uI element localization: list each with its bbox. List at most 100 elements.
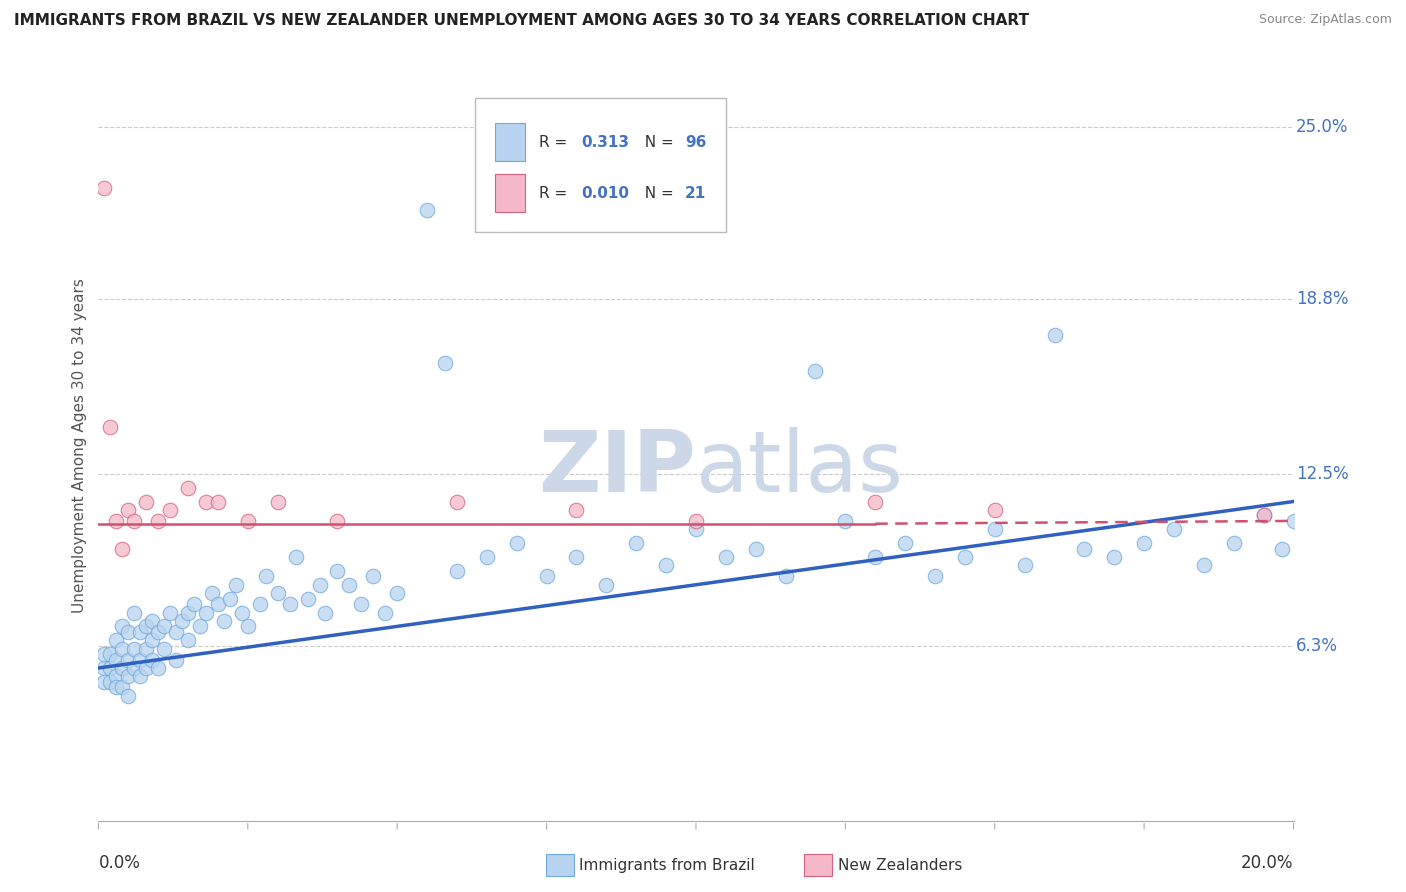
Point bbox=[655, 558, 678, 573]
Bar bbox=[495, 174, 524, 212]
Point bbox=[117, 653, 139, 667]
Text: 0.0%: 0.0% bbox=[98, 854, 141, 872]
Point bbox=[98, 419, 122, 434]
Point bbox=[105, 681, 128, 695]
Point bbox=[153, 641, 176, 656]
Text: 6.3%: 6.3% bbox=[1296, 637, 1339, 655]
Point bbox=[267, 586, 290, 600]
Point bbox=[129, 653, 152, 667]
Point bbox=[278, 597, 301, 611]
Point bbox=[129, 669, 152, 683]
Text: N =: N = bbox=[636, 186, 679, 201]
Text: 0.010: 0.010 bbox=[581, 186, 630, 201]
Text: 18.8%: 18.8% bbox=[1296, 290, 1348, 308]
Text: Source: ZipAtlas.com: Source: ZipAtlas.com bbox=[1258, 13, 1392, 27]
Point bbox=[117, 503, 139, 517]
Point bbox=[111, 661, 134, 675]
Point bbox=[297, 591, 319, 606]
Point bbox=[685, 522, 707, 536]
Point bbox=[177, 481, 200, 495]
Text: N =: N = bbox=[636, 135, 679, 150]
FancyBboxPatch shape bbox=[475, 97, 725, 233]
Point bbox=[219, 591, 242, 606]
Text: Immigrants from Brazil: Immigrants from Brazil bbox=[579, 858, 755, 872]
Text: New Zealanders: New Zealanders bbox=[838, 858, 962, 872]
Point bbox=[1253, 508, 1275, 523]
Point bbox=[105, 633, 128, 648]
Point bbox=[626, 536, 648, 550]
Point bbox=[446, 564, 468, 578]
Point bbox=[953, 549, 976, 564]
Point bbox=[1133, 536, 1156, 550]
Point bbox=[124, 641, 146, 656]
Point bbox=[135, 494, 157, 508]
Text: R =: R = bbox=[540, 135, 572, 150]
Point bbox=[374, 606, 396, 620]
Text: 96: 96 bbox=[685, 135, 707, 150]
Point bbox=[188, 619, 211, 633]
Point bbox=[745, 541, 768, 556]
Point bbox=[714, 549, 737, 564]
Point bbox=[308, 578, 330, 592]
Point bbox=[236, 514, 259, 528]
Point bbox=[446, 494, 468, 508]
Point bbox=[165, 624, 187, 639]
Point bbox=[363, 569, 385, 583]
Point bbox=[111, 681, 134, 695]
Point bbox=[141, 614, 163, 628]
Point bbox=[865, 494, 887, 508]
Point bbox=[254, 569, 277, 583]
Point bbox=[1073, 541, 1095, 556]
Point bbox=[159, 606, 181, 620]
Point bbox=[249, 597, 271, 611]
Point bbox=[236, 619, 259, 633]
Point bbox=[685, 514, 707, 528]
Point bbox=[93, 661, 115, 675]
Point bbox=[536, 569, 558, 583]
Text: atlas: atlas bbox=[696, 427, 904, 510]
Point bbox=[434, 356, 457, 370]
Point bbox=[195, 606, 218, 620]
Point bbox=[506, 536, 529, 550]
Point bbox=[1282, 514, 1305, 528]
Point bbox=[1253, 508, 1275, 523]
Text: 25.0%: 25.0% bbox=[1296, 118, 1348, 136]
Point bbox=[117, 624, 139, 639]
Text: R =: R = bbox=[540, 186, 572, 201]
Point bbox=[111, 541, 134, 556]
Point bbox=[326, 564, 349, 578]
Point bbox=[207, 597, 229, 611]
Point bbox=[804, 364, 827, 378]
Point bbox=[339, 578, 361, 592]
Point bbox=[834, 514, 856, 528]
Point bbox=[475, 549, 498, 564]
Point bbox=[124, 661, 146, 675]
Point bbox=[595, 578, 617, 592]
Point bbox=[105, 653, 128, 667]
Point bbox=[177, 606, 200, 620]
Point bbox=[207, 494, 229, 508]
Point bbox=[284, 549, 307, 564]
Point bbox=[865, 549, 887, 564]
Point bbox=[326, 514, 349, 528]
Point bbox=[1014, 558, 1036, 573]
Point bbox=[177, 633, 200, 648]
Text: 21: 21 bbox=[685, 186, 706, 201]
Point bbox=[159, 503, 181, 517]
Point bbox=[565, 503, 588, 517]
Point bbox=[141, 653, 163, 667]
Point bbox=[315, 606, 337, 620]
Point bbox=[148, 624, 170, 639]
Point bbox=[124, 606, 146, 620]
Point bbox=[1163, 522, 1185, 536]
Point bbox=[105, 514, 128, 528]
Point bbox=[98, 647, 122, 661]
Text: ZIP: ZIP bbox=[538, 427, 696, 510]
Point bbox=[984, 503, 1007, 517]
Point bbox=[212, 614, 235, 628]
Bar bbox=[495, 123, 524, 161]
Point bbox=[385, 586, 409, 600]
Point bbox=[924, 569, 946, 583]
Point bbox=[894, 536, 917, 550]
Point bbox=[1271, 541, 1294, 556]
